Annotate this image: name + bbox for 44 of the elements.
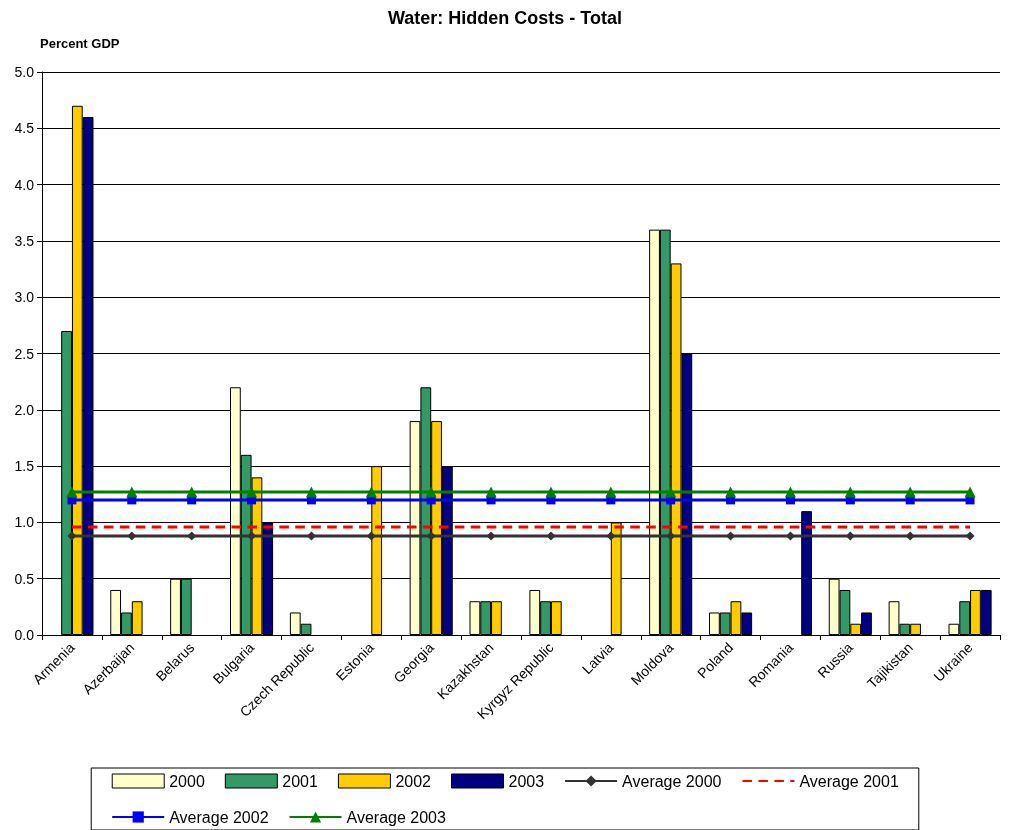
point xyxy=(365,486,377,498)
y-tick-label: 2.0 xyxy=(14,401,35,418)
point xyxy=(965,531,975,541)
point xyxy=(606,531,616,541)
y-tick-label: 2.5 xyxy=(14,345,35,362)
point xyxy=(844,486,856,498)
y-tick-label: 4.5 xyxy=(14,120,35,137)
point xyxy=(425,486,437,498)
point xyxy=(66,486,78,498)
point xyxy=(545,486,557,498)
y-tick-label: 0.5 xyxy=(14,570,35,587)
legend-label: Average 2002 xyxy=(169,808,269,826)
y-tick-label: 1.0 xyxy=(14,514,35,531)
y-axis-title: Percent GDP xyxy=(40,36,120,51)
chart-title: Water: Hidden Costs - Total xyxy=(388,8,622,28)
legend-label: Average 2003 xyxy=(346,808,447,826)
point xyxy=(546,531,556,541)
point xyxy=(904,486,916,498)
legend-label: 2003 xyxy=(508,772,545,790)
legend-label: Average 2000 xyxy=(622,772,722,790)
point xyxy=(186,486,198,498)
point xyxy=(605,486,617,498)
point xyxy=(784,486,796,498)
point xyxy=(67,531,77,541)
point xyxy=(665,486,677,498)
y-tick-label: 3.0 xyxy=(14,289,35,306)
point xyxy=(725,486,737,498)
y-tick-label: 0.0 xyxy=(14,627,35,643)
point xyxy=(486,531,496,541)
point xyxy=(485,486,497,498)
point xyxy=(126,486,138,498)
y-tick-label: 3.5 xyxy=(14,232,35,249)
legend-label: Average 2001 xyxy=(799,772,899,790)
point xyxy=(246,486,258,498)
point xyxy=(305,486,317,498)
legend-label: 2001 xyxy=(282,772,319,790)
legend-label: 2002 xyxy=(395,772,432,790)
y-tick-label: 5.0 xyxy=(14,64,35,80)
point xyxy=(127,531,137,541)
point xyxy=(964,486,976,498)
y-tick-label: 4.0 xyxy=(14,176,35,193)
y-tick-label: 1.5 xyxy=(14,458,35,475)
legend-label: 2000 xyxy=(169,772,205,790)
point xyxy=(905,531,915,541)
